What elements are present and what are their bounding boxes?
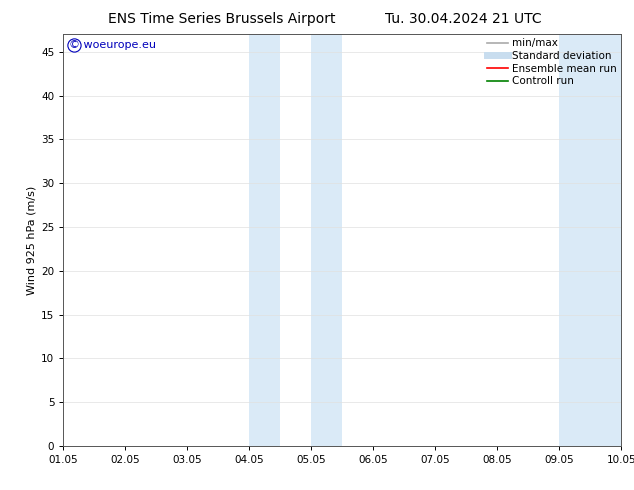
Legend: min/max, Standard deviation, Ensemble mean run, Controll run: min/max, Standard deviation, Ensemble me… bbox=[485, 36, 619, 88]
Text: Tu. 30.04.2024 21 UTC: Tu. 30.04.2024 21 UTC bbox=[384, 12, 541, 26]
Bar bbox=[249, 34, 280, 446]
Bar bbox=[559, 34, 590, 446]
Text: woeurope.eu: woeurope.eu bbox=[80, 41, 156, 50]
Bar bbox=[590, 34, 621, 446]
Bar bbox=[311, 34, 342, 446]
Text: ENS Time Series Brussels Airport: ENS Time Series Brussels Airport bbox=[108, 12, 335, 26]
Text: ©: © bbox=[69, 41, 80, 50]
Y-axis label: Wind 925 hPa (m/s): Wind 925 hPa (m/s) bbox=[27, 186, 37, 294]
